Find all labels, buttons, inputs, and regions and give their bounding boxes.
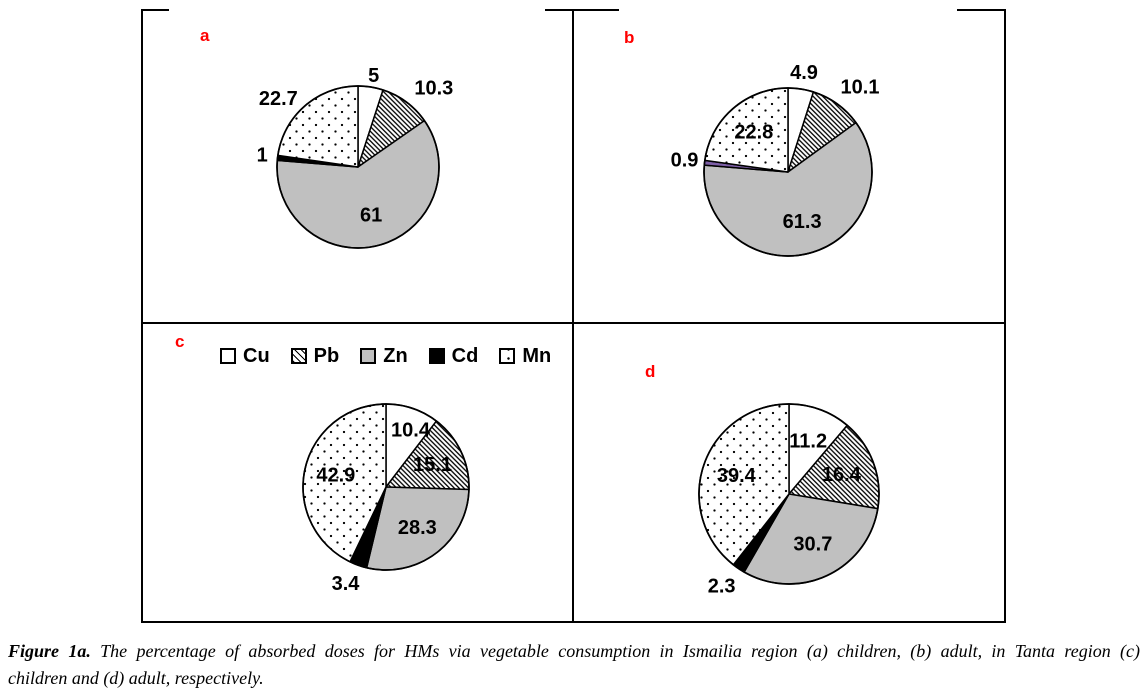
caption-text-line1: The percentage of absorbed doses for HMs… bbox=[100, 641, 1140, 661]
pie-chart-c: 10.4 15.1 28.3 3.4 42.9 bbox=[302, 403, 470, 595]
legend-label-mn: Mn bbox=[522, 345, 552, 367]
legend-swatch-cu-icon bbox=[220, 348, 236, 364]
legend-item-pb: Pb bbox=[290, 344, 340, 368]
legend-swatch-zn-icon bbox=[360, 348, 377, 364]
panel-letter-c: c bbox=[175, 332, 185, 351]
pie-label-mn: 39.4 bbox=[717, 465, 757, 487]
pie-label-cd: 0.9 bbox=[671, 150, 699, 172]
pie-label-cd: 1 bbox=[257, 145, 268, 167]
pie-outline bbox=[703, 87, 873, 257]
caption-line-1: Figure 1a. The percentage of absorbed do… bbox=[8, 638, 1140, 665]
figure-border-bottom bbox=[141, 621, 1006, 623]
pie-outline bbox=[698, 403, 880, 585]
pie-label-mn: 22.7 bbox=[259, 88, 298, 110]
pie-label-cu: 4.9 bbox=[790, 62, 818, 84]
legend-label-zn: Zn bbox=[383, 345, 408, 367]
pie-label-zn: 30.7 bbox=[793, 533, 832, 555]
panel-divider-horizontal bbox=[141, 322, 1006, 324]
legend-label-pb: Pb bbox=[313, 345, 340, 367]
pie-label-zn: 61.3 bbox=[783, 211, 822, 233]
figure-border-top-right-seg bbox=[957, 9, 1006, 11]
figure-caption: Figure 1a. The percentage of absorbed do… bbox=[8, 638, 1140, 692]
legend-item-mn: Mn bbox=[499, 344, 551, 368]
panel-divider-vertical bbox=[572, 9, 574, 623]
legend-label-cd: Cd bbox=[451, 345, 479, 367]
pie-chart-a: 5 10.3 61 1 22.7 bbox=[257, 65, 453, 249]
caption-figure-label: Figure 1a. bbox=[8, 641, 91, 661]
pie-label-pb: 15.1 bbox=[413, 454, 452, 476]
pie-label-cu: 10.4 bbox=[391, 419, 431, 441]
legend-item-cu: Cu bbox=[220, 344, 270, 368]
pie-chart-b: 4.9 10.1 61.3 0.9 22.8 bbox=[671, 62, 880, 257]
legend-item-cd: Cd bbox=[428, 344, 479, 368]
chart-legend: Cu Pb Zn Cd Mn bbox=[220, 344, 551, 368]
legend-swatch-mn-icon bbox=[499, 348, 516, 364]
pie-label-mn: 42.9 bbox=[316, 465, 355, 487]
pie-label-pb: 10.3 bbox=[414, 77, 453, 99]
pie-label-cd: 3.4 bbox=[332, 573, 361, 595]
caption-line-2: children and (d) adult, respectively. bbox=[8, 665, 1140, 692]
pie-outline bbox=[302, 403, 470, 571]
legend-swatch-pb-icon bbox=[290, 348, 307, 364]
pie-chart-d: 11.2 16.4 30.7 2.3 39.4 bbox=[698, 403, 880, 598]
pie-outline bbox=[276, 85, 440, 249]
panel-letter-d: d bbox=[645, 362, 656, 381]
panel-letter-a: a bbox=[200, 26, 210, 45]
pie-label-cd: 2.3 bbox=[708, 576, 736, 598]
caption-text-line2: children and (d) adult, respectively. bbox=[8, 668, 264, 688]
pie-label-cu: 5 bbox=[368, 65, 379, 87]
figure-border-right bbox=[1004, 9, 1006, 623]
legend-label-cu: Cu bbox=[243, 345, 270, 367]
panel-letter-b: b bbox=[624, 28, 635, 47]
pie-label-pb: 16.4 bbox=[822, 464, 862, 486]
legend-item-zn: Zn bbox=[360, 344, 408, 368]
pie-label-zn: 28.3 bbox=[398, 517, 437, 539]
pie-label-mn: 22.8 bbox=[734, 122, 773, 144]
pie-label-pb: 10.1 bbox=[841, 77, 880, 99]
pie-label-zn: 61 bbox=[360, 205, 382, 227]
figure-border-top-mid-seg bbox=[545, 9, 619, 11]
legend-swatch-cd-icon bbox=[428, 348, 445, 364]
figure-border-left bbox=[141, 9, 143, 623]
pie-label-cu: 11.2 bbox=[789, 431, 827, 453]
figure-border-top-left-seg bbox=[141, 9, 169, 11]
